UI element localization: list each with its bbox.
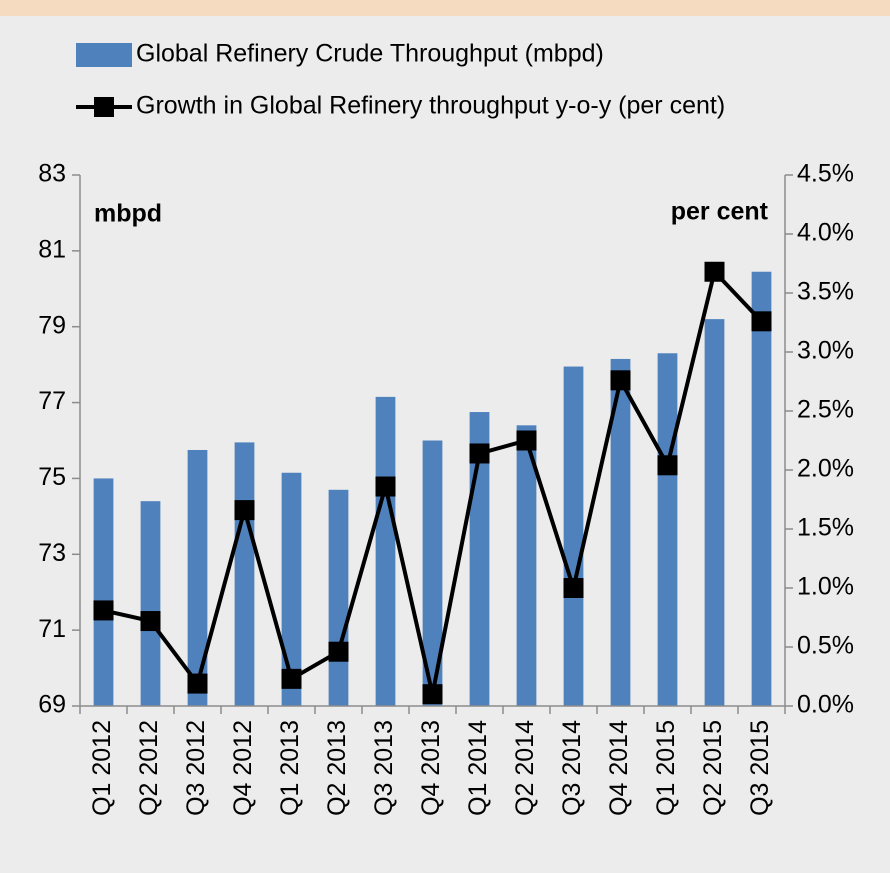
bar	[610, 358, 631, 706]
legend-swatch-marker	[94, 97, 114, 117]
y2-tick-label: 2.0%	[797, 455, 854, 483]
bar	[704, 319, 725, 706]
line-marker	[187, 673, 208, 694]
x-tick-label: Q2 2015	[699, 720, 727, 816]
y-tick-label: 77	[38, 387, 66, 415]
line-marker	[657, 455, 678, 476]
x-tick-label: Q2 2013	[323, 720, 351, 816]
y-tick-label: 75	[38, 463, 66, 491]
bar	[375, 396, 396, 706]
bar	[140, 501, 161, 706]
line-marker	[751, 311, 772, 332]
line-marker	[328, 641, 349, 662]
line-marker	[234, 500, 255, 521]
bar	[234, 442, 255, 706]
y2-tick-label: 0.0%	[797, 691, 854, 719]
line-marker	[281, 668, 302, 689]
line-marker	[140, 611, 161, 632]
line-marker	[469, 443, 490, 464]
x-tick-label: Q3 2012	[182, 720, 210, 816]
line-marker	[93, 600, 114, 621]
y2-axis-label: per cent	[671, 198, 769, 226]
bar	[516, 425, 537, 706]
x-tick-label: Q1 2015	[652, 720, 680, 816]
y-axis-label: mbpd	[94, 200, 162, 228]
y2-tick-label: 1.5%	[797, 514, 854, 542]
x-tick-label: Q4 2013	[417, 720, 445, 816]
line-marker	[422, 684, 443, 705]
top-band	[0, 0, 890, 16]
y2-tick-label: 3.5%	[797, 278, 854, 306]
line-marker	[610, 370, 631, 391]
bar	[422, 440, 443, 706]
legend-label: Growth in Global Refinery throughput y-o…	[136, 92, 725, 120]
x-tick-label: Q4 2014	[605, 720, 633, 816]
x-tick-label: Q1 2013	[276, 720, 304, 816]
x-tick-label: Q2 2014	[511, 720, 539, 816]
bar	[563, 366, 584, 706]
y2-tick-label: 3.0%	[797, 337, 854, 365]
legend-label: Global Refinery Crude Throughput (mbpd)	[136, 40, 604, 68]
y-tick-label: 73	[38, 539, 66, 567]
x-tick-label: Q3 2015	[746, 720, 774, 816]
x-tick-label: Q2 2012	[135, 720, 163, 816]
y2-tick-label: 1.0%	[797, 573, 854, 601]
bar	[187, 449, 208, 706]
legend-swatch	[76, 43, 132, 67]
x-tick-label: Q3 2013	[370, 720, 398, 816]
line-marker	[704, 261, 725, 282]
x-tick-label: Q4 2012	[229, 720, 257, 816]
y2-tick-label: 4.5%	[797, 160, 854, 188]
line-marker	[516, 430, 537, 451]
y2-tick-label: 2.5%	[797, 396, 854, 424]
x-tick-label: Q1 2012	[88, 720, 116, 816]
y-tick-label: 79	[38, 311, 66, 339]
y2-tick-label: 0.5%	[797, 632, 854, 660]
y-tick-label: 69	[38, 691, 66, 719]
line-marker	[375, 476, 396, 497]
y-tick-label: 83	[38, 160, 66, 188]
bar	[328, 489, 349, 706]
bar	[93, 478, 114, 706]
bar	[751, 271, 772, 706]
y-tick-label: 81	[38, 235, 66, 263]
x-tick-label: Q1 2014	[464, 720, 492, 816]
y-tick-label: 71	[38, 615, 66, 643]
line-marker	[563, 578, 584, 598]
bar	[281, 472, 302, 706]
x-tick-label: Q3 2014	[558, 720, 586, 816]
y2-tick-label: 4.0%	[797, 219, 854, 247]
bar	[657, 353, 678, 706]
